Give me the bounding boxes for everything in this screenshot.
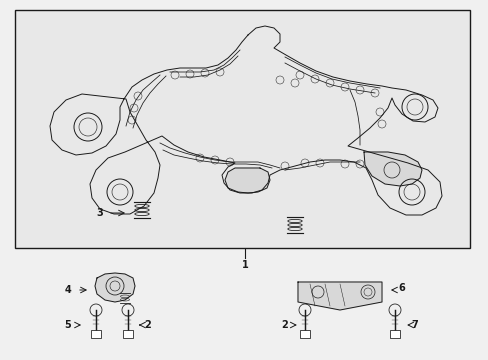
Text: 4: 4 — [64, 285, 71, 295]
Polygon shape — [363, 152, 421, 186]
Bar — [91, 330, 101, 338]
Bar — [389, 330, 399, 338]
Bar — [15, 10, 469, 248]
Text: 1: 1 — [241, 260, 248, 270]
Text: 3: 3 — [97, 208, 103, 218]
Text: 7: 7 — [411, 320, 418, 330]
Bar — [123, 330, 133, 338]
Polygon shape — [95, 273, 135, 302]
Text: 6: 6 — [398, 283, 405, 293]
Text: 2: 2 — [144, 320, 151, 330]
Polygon shape — [297, 282, 381, 310]
Bar — [299, 330, 309, 338]
Polygon shape — [224, 168, 269, 193]
Text: 2: 2 — [281, 320, 288, 330]
Text: 5: 5 — [64, 320, 71, 330]
